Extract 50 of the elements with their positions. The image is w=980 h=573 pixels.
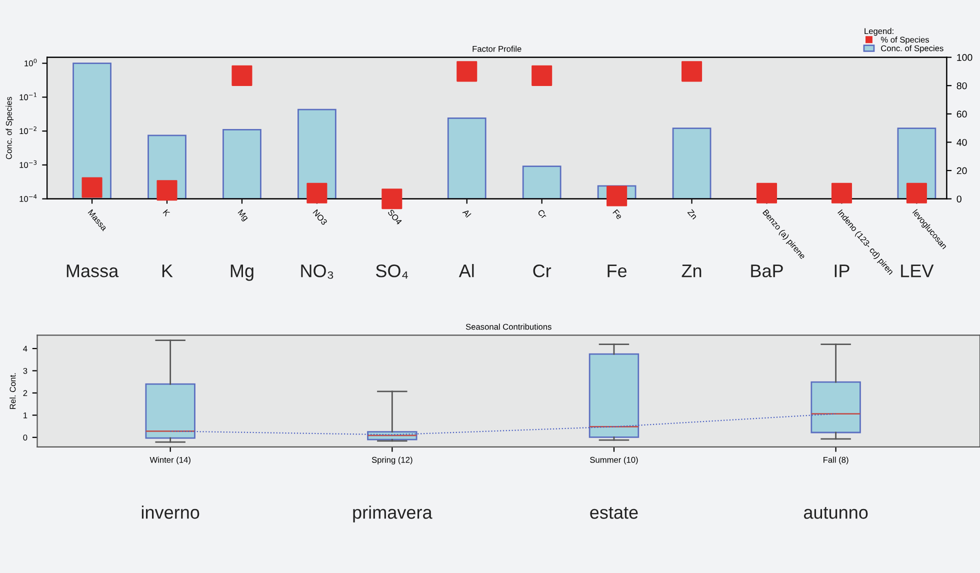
text: BaP [751, 264, 783, 278]
y2-tick-label: 0 [956, 196, 962, 202]
x-tick-label: Fall (8) [824, 456, 848, 464]
y2-tick-label: 40 [956, 138, 967, 146]
text: Fe [608, 264, 627, 278]
text: Al [458, 264, 474, 278]
y-tick-label: 10$^{−1}$ [20, 92, 36, 100]
text: K [162, 264, 173, 278]
y-tick-label: 1 [24, 412, 28, 418]
legend-title: Legend: [864, 28, 894, 36]
y2-tick-label: 20 [956, 167, 967, 174]
x-tick-label: Al [462, 208, 472, 218]
y-tick-label: 2 [23, 390, 28, 396]
chart-title: Factor Profile [472, 46, 522, 52]
text: NO₃ [301, 264, 334, 279]
x-tick-label: Fe [612, 209, 623, 220]
text: Mg [230, 264, 254, 281]
y-axis-title: Rel. Cont. [10, 373, 16, 409]
text: SO₄ [376, 264, 408, 279]
x-tick-label: Cr [537, 209, 548, 220]
text: Cr [533, 264, 552, 278]
text: estate [590, 506, 638, 519]
y2-tick-label: 80 [956, 82, 967, 90]
x-tick-label: Mg [236, 209, 249, 222]
legend-label: % of Species [880, 36, 929, 44]
x-tick-label: Zn [687, 208, 698, 220]
y-tick-label: 0 [23, 434, 28, 440]
x-tick-label: Spring (12) [372, 456, 412, 464]
y2-tick-label: 100 [957, 54, 972, 61]
y2-tick-label: 60 [956, 110, 967, 118]
text: LEV [901, 264, 934, 278]
legend-label: Conc. of Species [881, 45, 944, 53]
y-tick-label: 3 [23, 368, 28, 374]
y-axis-title: Conc. of Species [6, 96, 14, 160]
text: IP [834, 264, 850, 278]
text: inverno [142, 506, 200, 519]
line-series [170, 413, 836, 436]
text: primavera [353, 506, 432, 522]
y-tick-label: 10$^{−2}$ [20, 126, 36, 134]
y-tick-label: 10$^{0}$ [24, 58, 37, 66]
chart-title: Seasonal Contributions [466, 324, 552, 330]
x-tick-label: Summer (10) [590, 456, 638, 464]
text: autunno [804, 506, 868, 519]
x-tick-label: K [162, 209, 170, 217]
y-tick-label: 4 [23, 346, 28, 352]
text: Zn [682, 264, 702, 278]
text: Massa [66, 264, 119, 278]
x-tick-label: Winter (14) [150, 456, 190, 464]
y-tick-label: 10$^{−3}$ [20, 160, 37, 168]
y-tick-label: 10$^{−4}$ [20, 194, 37, 202]
